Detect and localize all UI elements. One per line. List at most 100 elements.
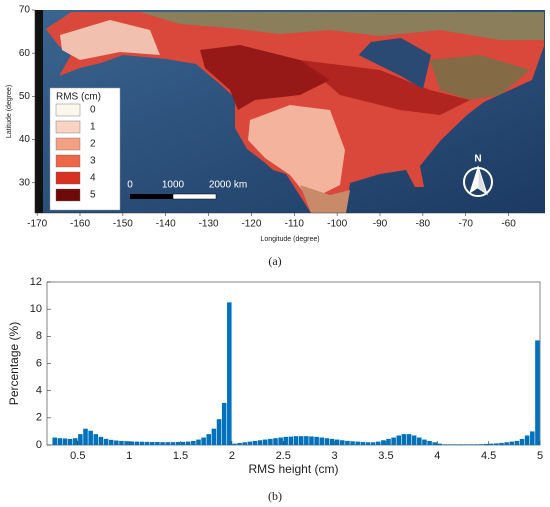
bar (196, 439, 201, 445)
x-axis-label: RMS height (cm) (248, 462, 338, 476)
bar (78, 434, 83, 445)
bar (427, 440, 432, 445)
bar (237, 442, 242, 445)
x-tick-label: -80 (416, 219, 431, 230)
bar (262, 439, 268, 445)
bar (170, 442, 176, 445)
bar (144, 441, 150, 445)
bar (355, 441, 360, 445)
y-tick-label: 70 (19, 5, 31, 16)
y-axis-label: Percentage (%) (7, 322, 21, 405)
bar (180, 441, 186, 445)
bar (83, 428, 88, 445)
legend-swatch (55, 171, 81, 185)
caption: (a) (268, 254, 281, 268)
bar (165, 442, 170, 445)
bar (227, 302, 232, 445)
bar (98, 436, 104, 445)
x-tick-label: -60 (501, 219, 516, 230)
bar (411, 435, 417, 445)
x-tick-label: -170 (27, 219, 47, 230)
bar (452, 444, 458, 445)
plot-frame (46, 281, 541, 446)
bar (365, 442, 371, 445)
bar (417, 437, 422, 445)
bar (72, 438, 78, 445)
y-tick-label: 40 (19, 134, 31, 145)
map-image (35, 10, 545, 213)
east-forest (430, 55, 530, 100)
y-tick-label: 4 (36, 385, 42, 397)
scale-bar-white (172, 193, 217, 200)
bar (309, 436, 314, 445)
x-tick-label: -70 (458, 219, 473, 230)
x-tick-label: 3.5 (378, 450, 393, 462)
bar (52, 437, 57, 445)
bar (468, 444, 473, 445)
x-axis-label: Longitude (degree) (260, 236, 319, 243)
bar (488, 443, 494, 445)
bar (473, 444, 479, 445)
bar (150, 442, 155, 445)
bar (391, 437, 396, 445)
y-tick-label: 12 (30, 276, 42, 288)
x-tick-label: 3 (332, 450, 338, 462)
y-axis-label: Latitude (degree) (6, 85, 13, 138)
bar (504, 442, 509, 445)
western-pink (248, 105, 345, 200)
bar (278, 437, 283, 445)
x-tick-label: 1 (126, 450, 132, 462)
legend-label: 4 (90, 173, 96, 184)
x-tick-label: -160 (70, 219, 90, 230)
bar (185, 441, 191, 445)
bar (67, 438, 73, 445)
y-tick-label: 30 (19, 177, 31, 188)
bar (129, 441, 135, 445)
y-tick-label: 10 (30, 303, 42, 315)
bar (324, 438, 330, 445)
x-tick-label: -150 (113, 219, 133, 230)
bar (442, 444, 448, 445)
bar (247, 441, 253, 445)
x-tick-label: 5 (537, 450, 543, 462)
bar (535, 340, 540, 445)
x-tick-label: 4.5 (481, 450, 496, 462)
bar (509, 441, 515, 445)
y-tick-label: 60 (19, 48, 31, 59)
north-label: N (474, 154, 481, 165)
legend-swatch (55, 188, 81, 202)
bar (386, 438, 391, 445)
bar (201, 437, 206, 445)
legend-title: RMS (cm) (56, 92, 101, 103)
bar (396, 435, 402, 445)
bar (340, 440, 345, 445)
hudson-bay (358, 38, 431, 89)
bar (514, 440, 520, 445)
x-tick-label: 1.5 (173, 450, 188, 462)
bar (114, 440, 119, 445)
x-tick-label: -140 (156, 219, 176, 230)
bar (155, 442, 160, 445)
arctic-land (140, 12, 544, 40)
bar (124, 441, 129, 445)
alaska-pink (60, 20, 160, 60)
bar (211, 428, 217, 445)
x-tick-label: -120 (241, 219, 261, 230)
legend-label: 1 (90, 122, 96, 133)
rockies-dark (200, 45, 330, 110)
bar (288, 436, 294, 445)
bar (524, 435, 530, 445)
bar (370, 442, 376, 445)
bar (458, 444, 463, 445)
legend-swatch (55, 137, 81, 151)
bar (108, 439, 114, 445)
bar (422, 439, 427, 445)
bar (139, 441, 145, 445)
x-tick-label: 0.5 (70, 450, 85, 462)
bar (304, 436, 309, 445)
bar (334, 439, 340, 445)
image-edge (35, 10, 43, 213)
x-tick-label: 2 (229, 450, 235, 462)
y-tick-label: 0 (36, 439, 42, 451)
